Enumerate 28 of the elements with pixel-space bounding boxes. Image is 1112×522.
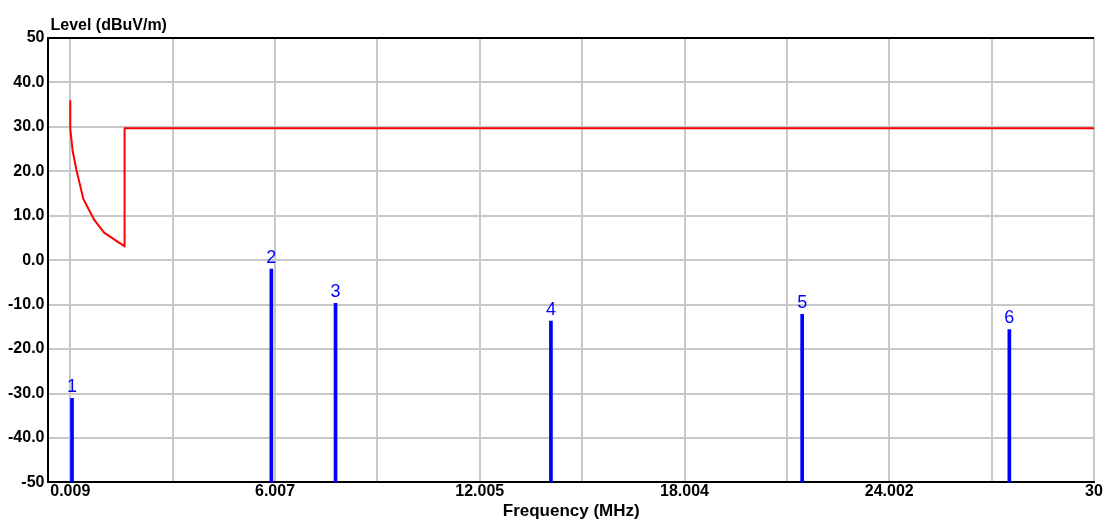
- y-tick-label: 40.0: [13, 72, 45, 90]
- annotation: 1: [67, 376, 78, 397]
- x-tick-label: 30: [1085, 482, 1103, 500]
- y-tick-label: -10.0: [8, 295, 45, 313]
- y-tick-label: -40.0: [8, 428, 45, 446]
- y-tick-label: 20.0: [13, 161, 45, 179]
- annotation: 4: [545, 299, 556, 320]
- y-tick-label: -30.0: [8, 383, 45, 401]
- y-tick-label: 50: [26, 28, 45, 46]
- x-axis-title: Frequency (MHz): [502, 501, 640, 521]
- x-tick-label: 18.004: [660, 482, 710, 500]
- annotation: 6: [1004, 307, 1015, 328]
- annotation: 5: [797, 292, 808, 313]
- x-tick-label: 6.007: [254, 482, 296, 500]
- x-tick-label: 12.005: [455, 482, 505, 500]
- annotation: 2: [266, 247, 277, 268]
- y-tick-label: 10.0: [13, 206, 45, 224]
- annotation: 3: [330, 281, 341, 302]
- y-tick-label: -50: [21, 472, 45, 490]
- y-tick-label: 0.0: [22, 250, 45, 268]
- x-tick-label: 24.002: [864, 482, 914, 500]
- bar: [800, 314, 804, 483]
- bar: [70, 398, 74, 483]
- y-tick-label: -20.0: [8, 339, 45, 357]
- x-tick-label: 0.009: [50, 482, 91, 500]
- y-axis-title: Level (dBuV/m): [50, 16, 167, 34]
- y-tick-label: 30.0: [13, 117, 45, 135]
- bar: [549, 320, 553, 483]
